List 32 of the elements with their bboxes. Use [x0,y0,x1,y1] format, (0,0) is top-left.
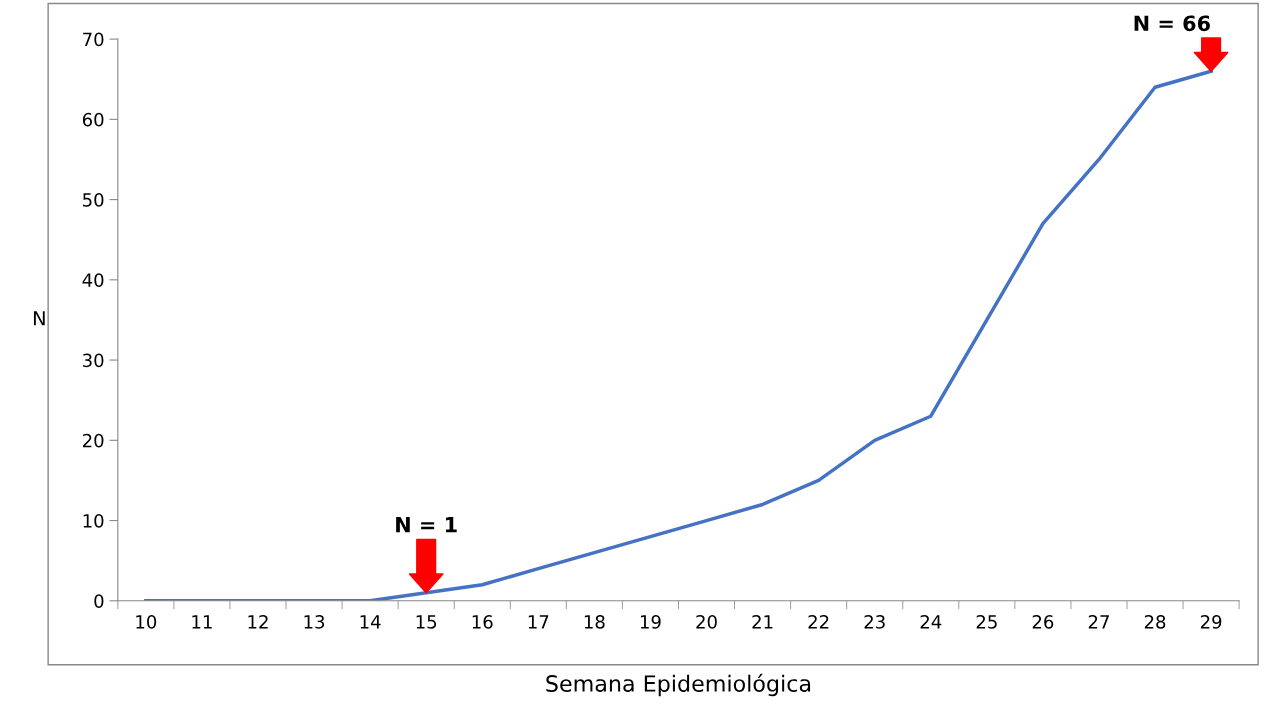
y-tick-label: 60 [82,112,104,127]
x-tick-label: 25 [976,615,997,629]
x-tick-label: 11 [192,615,212,629]
y-axis-title: N [33,311,45,326]
x-tick-label: 22 [808,615,829,629]
y-tick-label: 70 [83,32,104,47]
x-tick-label: 27 [1088,615,1109,629]
x-tick-label: 19 [640,615,661,629]
x-tick-label: 17 [528,615,549,629]
x-tick-label: 13 [304,615,325,629]
annotation: N = 66 [1134,15,1210,32]
y-tick-label: 20 [82,433,104,448]
x-tick-label: 18 [584,615,605,629]
x-axis-title: Semana Epidemiológica [546,673,811,697]
y-tick-label: 30 [83,353,104,368]
x-tick-label: 24 [920,615,942,629]
x-tick-label: 10 [136,615,157,629]
x-tick-label: 29 [1200,615,1222,629]
y-tick-label: 50 [83,193,104,207]
x-tick-label: 21 [752,615,773,629]
x-tick-label: 14 [360,615,381,629]
x-tick-label: 15 [416,615,437,629]
x-tick-label: 20 [696,615,717,629]
x-tick-label: 26 [1032,615,1054,629]
y-tick-label: 0 [94,594,104,608]
y-tick-label: 10 [83,514,104,528]
x-tick-label: 23 [864,615,885,629]
y-tick-label: 40 [82,273,104,287]
x-tick-label: 12 [248,615,268,629]
annotation: N = 1 [396,517,457,533]
x-tick-label: 28 [1144,615,1166,629]
x-tick-label: 16 [472,615,493,629]
